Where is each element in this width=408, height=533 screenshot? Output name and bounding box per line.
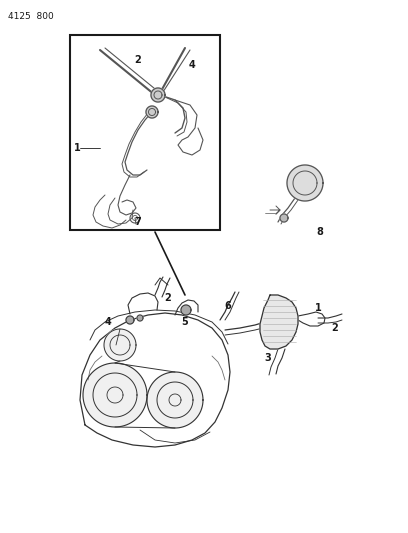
Text: 4: 4 [188, 60, 195, 70]
Polygon shape [126, 316, 134, 324]
Polygon shape [287, 165, 323, 201]
Text: 4: 4 [104, 317, 111, 327]
Polygon shape [280, 214, 288, 222]
Text: 2: 2 [332, 323, 338, 333]
Text: 2: 2 [164, 293, 171, 303]
Polygon shape [181, 305, 191, 315]
Polygon shape [147, 372, 203, 428]
Text: 6: 6 [225, 301, 231, 311]
Bar [70, 35, 220, 230]
Polygon shape [83, 363, 147, 427]
Polygon shape [260, 295, 298, 349]
Polygon shape [146, 106, 158, 118]
Text: 5: 5 [182, 317, 188, 327]
Polygon shape [104, 329, 136, 361]
Text: 7: 7 [135, 217, 142, 227]
Text: 1: 1 [315, 303, 322, 313]
Polygon shape [151, 88, 165, 102]
Text: 3: 3 [265, 353, 271, 363]
Text: 8: 8 [317, 227, 324, 237]
Polygon shape [137, 315, 143, 321]
Text: 1: 1 [73, 143, 80, 153]
Text: 4125  800: 4125 800 [8, 12, 54, 21]
Text: 2: 2 [135, 55, 142, 65]
